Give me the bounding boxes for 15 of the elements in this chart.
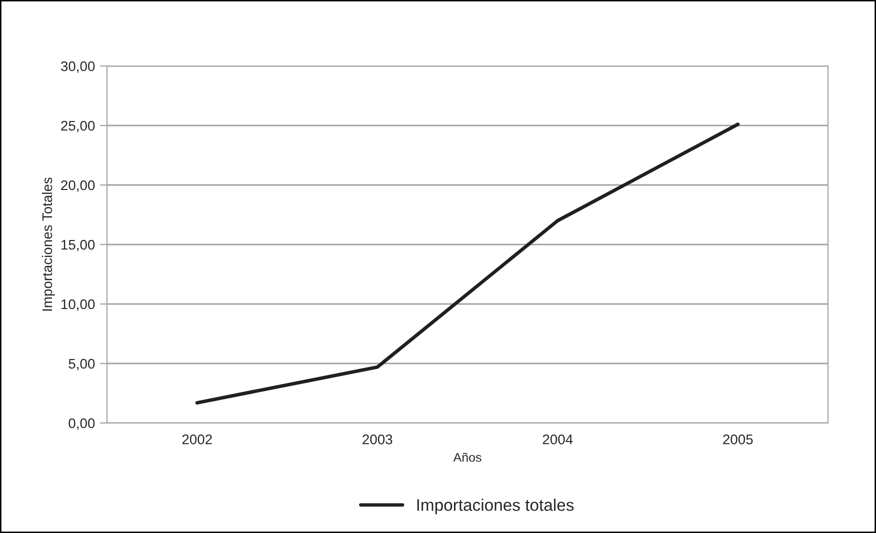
x-tick-label: 2005 xyxy=(723,434,753,444)
x-axis-title: Años xyxy=(453,452,482,462)
y-tick-label: 10,00 xyxy=(62,299,95,311)
y-tick-label: 0,00 xyxy=(68,418,95,430)
y-axis-title: Importaciones Totales xyxy=(42,178,55,311)
line-series xyxy=(195,122,740,405)
y-tick-label: 20,00 xyxy=(61,180,95,192)
y-tick-label: 15,00 xyxy=(62,240,95,252)
x-tick-label: 2003 xyxy=(362,434,392,444)
x-tick-label: 2002 xyxy=(182,434,212,444)
y-tick-label: 30,00 xyxy=(60,61,95,73)
legend-label: Importaciones totales xyxy=(417,498,574,514)
y-tick-label: 25,00 xyxy=(61,120,95,132)
y-tick-label: 5,00 xyxy=(68,358,95,370)
x-tick-label: 2004 xyxy=(542,434,573,444)
